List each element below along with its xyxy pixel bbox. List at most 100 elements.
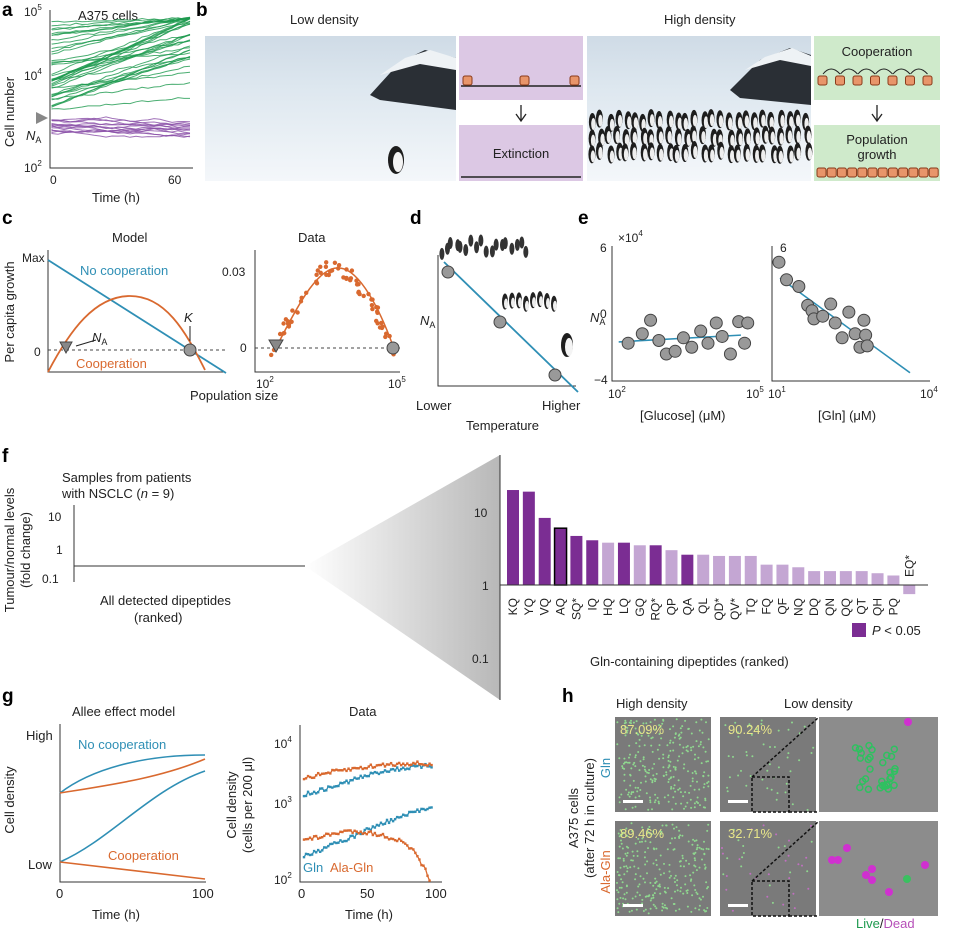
cell (641, 764, 644, 767)
cell (619, 857, 621, 860)
high-density-title: High density (616, 696, 688, 711)
cell (670, 874, 672, 877)
data-point (373, 826, 377, 829)
cell (649, 899, 652, 902)
cell (706, 887, 708, 890)
cell (644, 881, 646, 884)
cell (707, 774, 710, 777)
data-point (395, 766, 399, 769)
data-point (402, 762, 405, 765)
cell (690, 878, 693, 881)
cell (769, 746, 771, 748)
data-point (333, 832, 336, 835)
live-cell (856, 783, 864, 792)
data-point (428, 879, 431, 882)
cell (629, 784, 632, 787)
cell (766, 895, 769, 898)
cell (681, 854, 684, 857)
cell (703, 853, 706, 856)
cell (663, 904, 666, 907)
cell (634, 878, 637, 881)
cell (631, 806, 634, 809)
data-point (393, 817, 397, 821)
data-point (408, 763, 411, 767)
na-label: NA (26, 128, 41, 145)
y-tick: 6 (600, 241, 607, 255)
data-point (302, 855, 306, 859)
bar (697, 554, 710, 585)
fit-curve (275, 267, 394, 349)
cell (680, 731, 683, 734)
cell (789, 871, 792, 874)
y-tick: 102 (24, 159, 42, 175)
cell (810, 840, 813, 843)
data-point (418, 858, 421, 861)
penguin-belly (658, 131, 664, 144)
penguin (489, 245, 495, 258)
cell (705, 910, 708, 913)
data-point (418, 810, 421, 814)
data-point (367, 827, 370, 830)
data-point (345, 769, 348, 773)
cell (678, 737, 681, 740)
cell (678, 829, 681, 832)
data-point (380, 324, 385, 329)
data-point (333, 769, 336, 772)
data-point (430, 766, 433, 769)
interaction-arc (875, 68, 893, 75)
cell (687, 727, 690, 730)
data-point (369, 828, 373, 832)
cell (651, 779, 654, 782)
cell (625, 761, 628, 764)
data-point (323, 834, 326, 838)
data-point (391, 767, 395, 771)
data-point (304, 837, 308, 841)
bar (617, 542, 630, 585)
model-title: Model (112, 230, 148, 245)
penguin (468, 234, 474, 247)
y-tick: 0 (240, 341, 247, 355)
data-point (387, 821, 391, 825)
cell (647, 912, 650, 915)
bar-label: LQ (617, 598, 631, 614)
y-tick: −4 (594, 373, 608, 387)
decline-curve (51, 125, 191, 135)
cell (654, 780, 656, 783)
cell (771, 901, 774, 904)
data-point (685, 340, 699, 354)
cell (669, 777, 672, 780)
cell (690, 732, 693, 735)
data-point (341, 830, 344, 834)
cell (677, 734, 680, 737)
penguin-belly (590, 134, 596, 147)
cell (698, 788, 701, 791)
penguin-belly (753, 117, 758, 130)
cell (621, 831, 624, 834)
cell (665, 773, 668, 776)
x-tick: 0 (50, 173, 57, 187)
cell (625, 891, 628, 894)
cell (627, 761, 629, 764)
cell (742, 852, 745, 854)
cell (806, 808, 809, 811)
live-cell (861, 775, 870, 783)
k-label: K (184, 310, 194, 325)
data-point (345, 779, 348, 782)
data-point (416, 808, 419, 811)
data-point (323, 789, 326, 792)
y-tick: 104 (274, 735, 292, 751)
data-point (379, 320, 384, 326)
data-point (302, 794, 306, 798)
cell (647, 827, 650, 830)
cell (721, 852, 724, 855)
cell (616, 881, 618, 884)
cell (644, 780, 647, 783)
live-cell (866, 765, 874, 773)
data-point (426, 874, 429, 877)
data-point (422, 763, 425, 766)
cell (748, 723, 751, 726)
penguin-belly (693, 146, 698, 159)
cell (634, 786, 637, 789)
penguin (457, 240, 463, 253)
penguin-belly (755, 132, 760, 145)
